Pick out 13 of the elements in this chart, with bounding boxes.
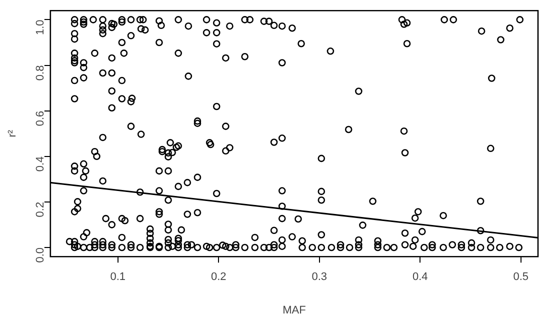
x-tick-label: 0.2: [210, 271, 226, 284]
x-tick-label: 0.3: [312, 271, 328, 284]
x-axis-title: MAF: [282, 304, 306, 316]
y-axis-title: r²: [6, 130, 19, 138]
y-tick-label: 0.6: [34, 110, 46, 126]
x-tick-label: 0.1: [110, 271, 126, 284]
x-tick-label: 0.4: [412, 271, 428, 284]
y-tick-label: 0.0: [34, 247, 46, 263]
y-tick-label: 0.4: [34, 156, 46, 172]
y-tick-label: 0.8: [34, 65, 46, 81]
y-tick-label: 0.2: [34, 202, 46, 218]
y-tick-label: 1.0: [34, 20, 46, 36]
x-tick-label: 0.5: [513, 271, 529, 284]
